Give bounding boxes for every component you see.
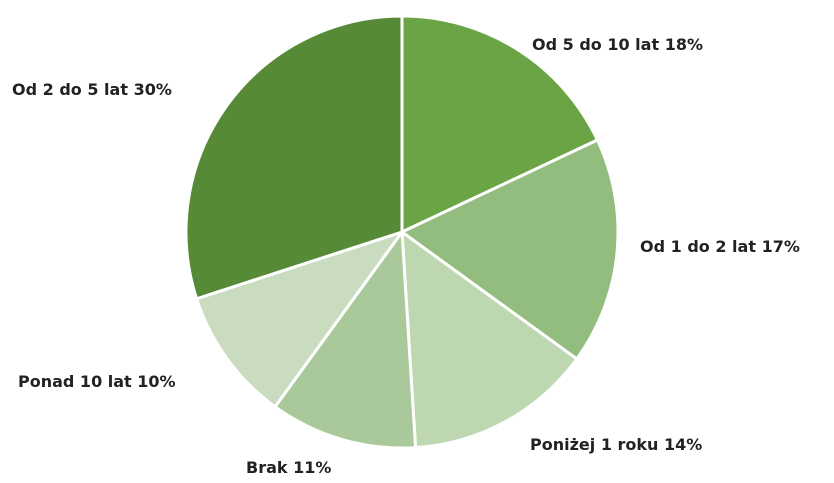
pie-slice [184,14,404,301]
category-label: Od 2 do 5 lat [12,80,128,99]
category-label: Poniżej 1 roku [530,435,658,454]
value-label: 14% [664,435,702,454]
category-label: Od 1 do 2 lat [640,237,756,256]
pie-slice [400,230,579,450]
value-label: 30% [134,80,172,99]
value-label: 11% [293,458,331,477]
category-label: Od 5 do 10 lat [532,35,659,54]
slice-label: Od 2 do 5 lat 30% [12,80,172,99]
pie-slice [273,230,418,450]
category-label: Brak [246,458,288,477]
slice-label: Od 5 do 10 lat 18% [532,35,703,54]
slice-label: Poniżej 1 roku 14% [530,435,702,454]
pie-slice [400,138,620,361]
slice-label: Brak 11% [246,458,331,477]
pie-slice [195,230,404,409]
slice-label: Od 1 do 2 lat 17% [640,237,800,256]
pie-slice [400,14,599,234]
value-label: 17% [762,237,800,256]
category-label: Ponad 10 lat [18,372,132,391]
value-label: 10% [137,372,175,391]
slice-label: Ponad 10 lat 10% [18,372,176,391]
value-label: 18% [665,35,703,54]
